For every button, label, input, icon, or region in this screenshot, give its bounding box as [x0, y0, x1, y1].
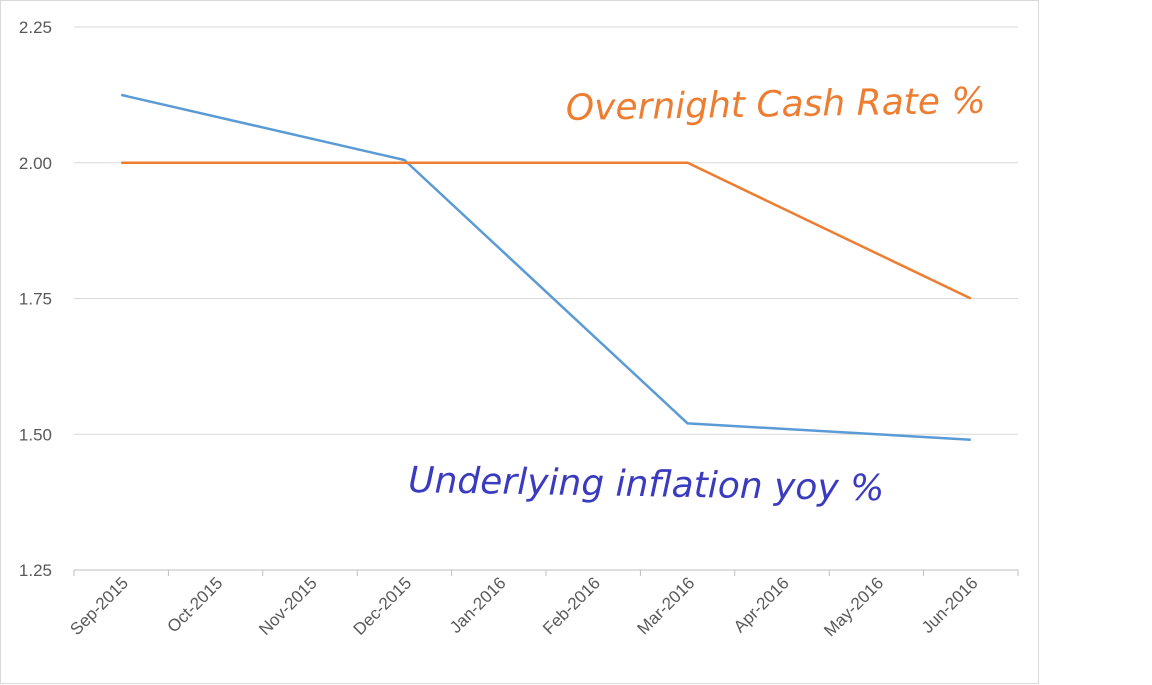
x-tick-label: May-2016	[820, 573, 887, 640]
x-tick-label: Jan-2016	[446, 573, 510, 637]
y-tick-label: 1.25	[19, 561, 52, 580]
series-line-1	[120, 93, 971, 441]
chart-border	[0, 0, 1039, 684]
y-tick-label: 2.00	[19, 154, 52, 173]
y-tick-label: 1.50	[19, 425, 52, 444]
x-tick-label: Sep-2015	[66, 573, 132, 639]
x-tick-label: Feb-2016	[539, 573, 604, 638]
x-tick-label: Nov-2015	[255, 573, 321, 639]
x-tick-label: Jun-2016	[918, 573, 982, 637]
series-line-2	[121, 161, 972, 300]
x-tick-label: Apr-2016	[730, 573, 793, 636]
annotation-cash-rate: Overnight Cash Rate %	[565, 81, 985, 129]
y-tick-label: 1.75	[19, 290, 52, 309]
x-tick-label: Oct-2015	[164, 573, 227, 636]
x-tick-label: Mar-2016	[634, 573, 699, 638]
x-tick-label: Dec-2015	[350, 573, 416, 639]
annotation-inflation: Underlying inflation yoy %	[408, 460, 885, 509]
y-tick-label: 2.25	[19, 18, 52, 37]
